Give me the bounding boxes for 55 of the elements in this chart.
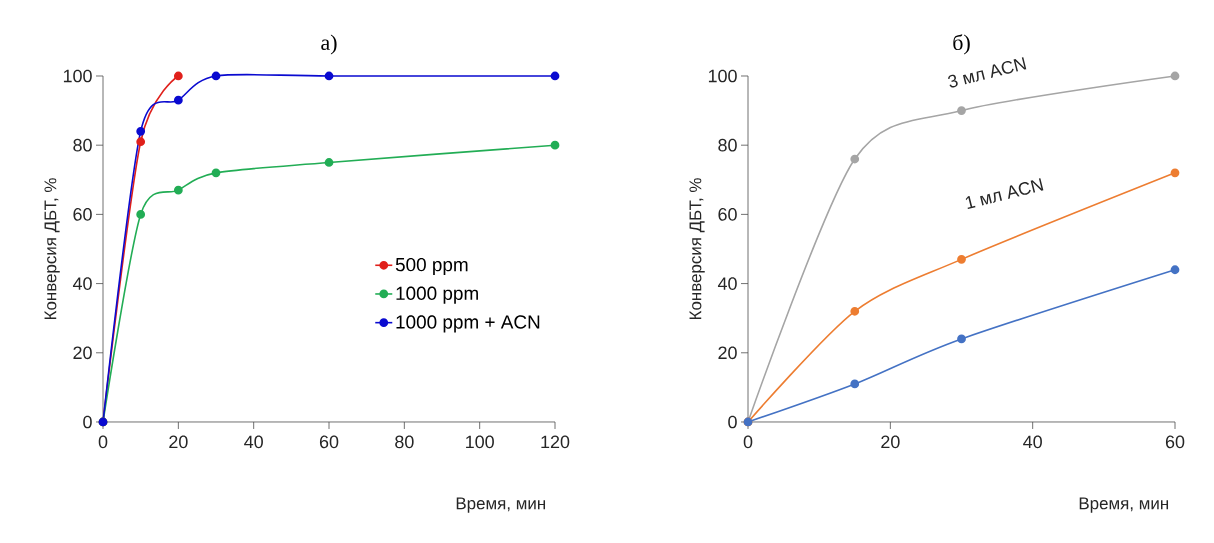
point (1170, 168, 1180, 178)
point (850, 306, 860, 316)
y-tick-label: 20 (718, 346, 737, 360)
point (957, 254, 966, 264)
point (1170, 265, 1180, 275)
x-tick-label: 100 (466, 435, 494, 449)
y-tick-label: 40 (717, 277, 737, 290)
y-axis-title: Конверсия ДБТ, % (689, 178, 705, 320)
y-axis-title: Конверсия ДБТ, % (44, 178, 60, 320)
x-axis-title: Время, мин (1079, 497, 1169, 513)
point (136, 210, 146, 219)
y-tick-label: 0 (83, 415, 92, 429)
x-tick-label: 60 (1165, 435, 1185, 449)
y-tick-label: 80 (73, 138, 92, 152)
y-tick-label: 100 (63, 69, 92, 83)
x-axis-title: Время, мин (456, 497, 546, 513)
point (850, 154, 860, 164)
legend-label: 1000 ppm (396, 286, 478, 304)
point (173, 95, 183, 105)
x-tick-label: 0 (98, 435, 108, 449)
x-tick-label: 20 (881, 435, 900, 449)
x-tick-label: 40 (244, 435, 263, 449)
y-tick-label: 60 (718, 208, 737, 221)
point (173, 71, 183, 81)
point (850, 379, 860, 389)
y-tick-label: 0 (728, 415, 737, 429)
point (211, 168, 221, 178)
y-tick-label: 20 (73, 346, 92, 360)
x-tick-label: 20 (169, 435, 188, 449)
chart-title: б) (953, 34, 970, 55)
point (173, 185, 183, 195)
chart-title: а) (321, 34, 337, 55)
x-tick-label: 120 (541, 435, 570, 449)
y-tick-label: 40 (72, 277, 92, 290)
legend-label: 500 ppm (395, 257, 468, 276)
point (136, 137, 146, 147)
y-tick-label: 60 (73, 208, 92, 221)
point (1170, 71, 1180, 81)
x-tick-label: 80 (395, 435, 414, 449)
point (136, 126, 146, 136)
y-tick-label: 100 (708, 69, 737, 83)
x-tick-label: 60 (319, 435, 339, 449)
y-tick-label: 80 (718, 138, 737, 152)
legend-label: 1000 ppm + ACN (396, 315, 540, 333)
point (211, 71, 221, 81)
x-tick-label: 0 (743, 435, 753, 449)
annotation: 1 мл ACN (965, 178, 1044, 210)
x-tick-label: 40 (1023, 435, 1042, 449)
point (324, 71, 334, 81)
point (957, 334, 966, 344)
annotation: 3 мл ACN (948, 57, 1027, 88)
point (957, 106, 966, 115)
point (324, 158, 334, 167)
point (550, 71, 560, 81)
point (550, 140, 560, 150)
